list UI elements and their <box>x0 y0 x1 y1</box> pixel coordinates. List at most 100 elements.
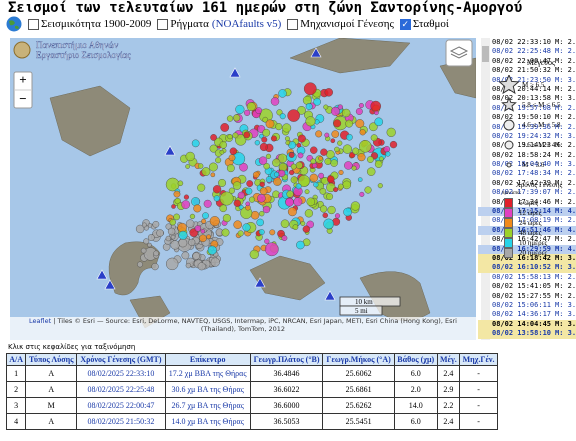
earthquake[interactable] <box>183 194 189 200</box>
earthquake[interactable] <box>305 103 313 110</box>
earthquake[interactable] <box>287 207 297 217</box>
earthquake[interactable] <box>324 88 333 97</box>
earthquake[interactable] <box>201 167 211 176</box>
event-row[interactable]: 08/02 19:14:23M: 2.7 <box>478 141 576 150</box>
earthquake[interactable] <box>389 140 398 149</box>
earthquake[interactable] <box>257 194 266 203</box>
earthquake[interactable] <box>200 229 206 234</box>
earthquake[interactable] <box>215 157 222 164</box>
earthquake[interactable] <box>219 150 225 155</box>
earthquake[interactable] <box>377 183 383 189</box>
earthquake[interactable] <box>310 146 318 154</box>
earthquake[interactable] <box>288 141 296 149</box>
earthquake[interactable] <box>323 218 334 230</box>
earthquake[interactable] <box>298 174 310 187</box>
earthquake[interactable] <box>264 238 270 244</box>
earthquake[interactable] <box>173 213 180 221</box>
earthquake[interactable] <box>367 156 374 163</box>
earthquake[interactable] <box>297 152 304 159</box>
earthquake[interactable] <box>359 140 372 153</box>
earthquake[interactable] <box>295 161 303 169</box>
earthquake[interactable] <box>285 140 291 146</box>
earthquake[interactable] <box>177 222 187 233</box>
event-row[interactable]: 08/02 22:00:47M: 2.2 <box>478 57 576 66</box>
event-row[interactable]: 08/02 16:18:42M: 3.9 <box>478 253 576 264</box>
earthquake[interactable] <box>185 219 195 228</box>
earthquake[interactable] <box>212 185 222 194</box>
earthquake[interactable] <box>327 175 335 184</box>
earthquake[interactable] <box>228 187 235 194</box>
event-row[interactable]: 08/02 18:58:24M: 2.2 <box>478 151 576 160</box>
earthquake[interactable] <box>229 147 238 155</box>
earthquake[interactable] <box>318 172 325 179</box>
option[interactable]: Σεισμικότητα 1900-2009 <box>28 18 151 30</box>
earthquake[interactable] <box>197 183 206 192</box>
earthquake[interactable] <box>209 144 218 153</box>
event-row[interactable]: 08/02 20:44:14M: 2.7 <box>478 85 576 94</box>
station[interactable] <box>164 145 176 156</box>
event-row[interactable]: 08/02 17:08:19M: 2.8 <box>478 216 576 225</box>
earthquake[interactable] <box>355 119 365 129</box>
event-row[interactable]: 08/02 22:25:48M: 2.9 <box>478 47 576 56</box>
earthquake[interactable] <box>355 108 363 115</box>
earthquake[interactable] <box>318 156 323 161</box>
earthquake[interactable] <box>191 197 201 207</box>
earthquake[interactable] <box>245 201 251 207</box>
earthquake[interactable] <box>226 115 234 122</box>
earthquake[interactable] <box>263 162 270 170</box>
earthquake[interactable] <box>352 147 360 155</box>
event-row[interactable]: 08/02 17:34:46M: 2.5 <box>478 198 576 207</box>
column-header[interactable]: Χρόνος Γένεσης (GMT) <box>76 353 166 366</box>
earthquake[interactable] <box>256 218 264 227</box>
checkbox[interactable]: ✓ <box>399 18 411 30</box>
event-row[interactable]: 08/02 13:58:10M: 3.8 <box>478 329 576 339</box>
event-row[interactable]: 08/02 17:42:39M: 2.9 <box>478 179 576 188</box>
earthquake[interactable] <box>334 213 341 219</box>
event-row[interactable]: 08/02 15:58:13M: 2.1 <box>478 273 576 282</box>
column-header[interactable]: Βάθος (χμ) <box>393 353 438 366</box>
event-row[interactable]: 08/02 19:39:36M: 2.7 <box>478 123 576 132</box>
earthquake[interactable] <box>245 187 253 195</box>
earthquake[interactable] <box>275 123 283 131</box>
earthquake[interactable] <box>165 235 172 242</box>
event-row[interactable]: 08/02 15:27:55M: 2.9 <box>478 292 576 301</box>
earthquake[interactable] <box>218 178 226 187</box>
earthquake[interactable] <box>297 134 306 143</box>
event-row[interactable]: 08/02 22:33:10M: 2.4 <box>478 38 576 47</box>
earthquake[interactable] <box>269 229 276 236</box>
earthquake[interactable] <box>222 214 231 223</box>
earthquake[interactable] <box>302 225 311 233</box>
earthquake[interactable] <box>258 156 268 165</box>
event-row[interactable]: 08/02 14:36:17M: 3.0 <box>478 310 576 319</box>
earthquake[interactable] <box>326 150 335 159</box>
earthquake[interactable] <box>206 234 211 240</box>
checkbox[interactable] <box>287 18 299 30</box>
earthquake[interactable] <box>385 151 391 157</box>
earthquake[interactable] <box>315 130 323 138</box>
station[interactable] <box>229 67 241 78</box>
station[interactable] <box>254 277 266 288</box>
option[interactable]: Μηχανισμοί Γένεσης <box>287 18 394 30</box>
earthquake[interactable] <box>319 187 327 195</box>
earthquake[interactable] <box>203 199 212 208</box>
earthquake[interactable] <box>246 180 254 187</box>
earthquake[interactable] <box>374 117 384 127</box>
earthquake[interactable] <box>342 108 351 118</box>
layers-control[interactable] <box>445 39 473 67</box>
event-row[interactable]: 08/02 19:57:08M: 2.6 <box>478 104 576 113</box>
earthquake[interactable] <box>171 204 176 209</box>
earthquake[interactable] <box>285 197 294 207</box>
earthquake[interactable] <box>259 187 268 195</box>
earthquake[interactable] <box>300 221 306 226</box>
earthquake[interactable] <box>137 261 143 268</box>
earthquake[interactable] <box>295 183 302 190</box>
earthquake[interactable] <box>232 181 242 190</box>
earthquake[interactable] <box>178 230 188 240</box>
earthquake[interactable] <box>188 238 196 246</box>
earthquake[interactable] <box>210 134 217 141</box>
event-row[interactable]: 08/02 17:39:07M: 2.8 <box>478 188 576 197</box>
earthquake[interactable] <box>210 257 220 267</box>
checkbox[interactable] <box>157 18 169 30</box>
earthquake[interactable] <box>288 152 295 158</box>
earthquake[interactable] <box>209 216 220 227</box>
